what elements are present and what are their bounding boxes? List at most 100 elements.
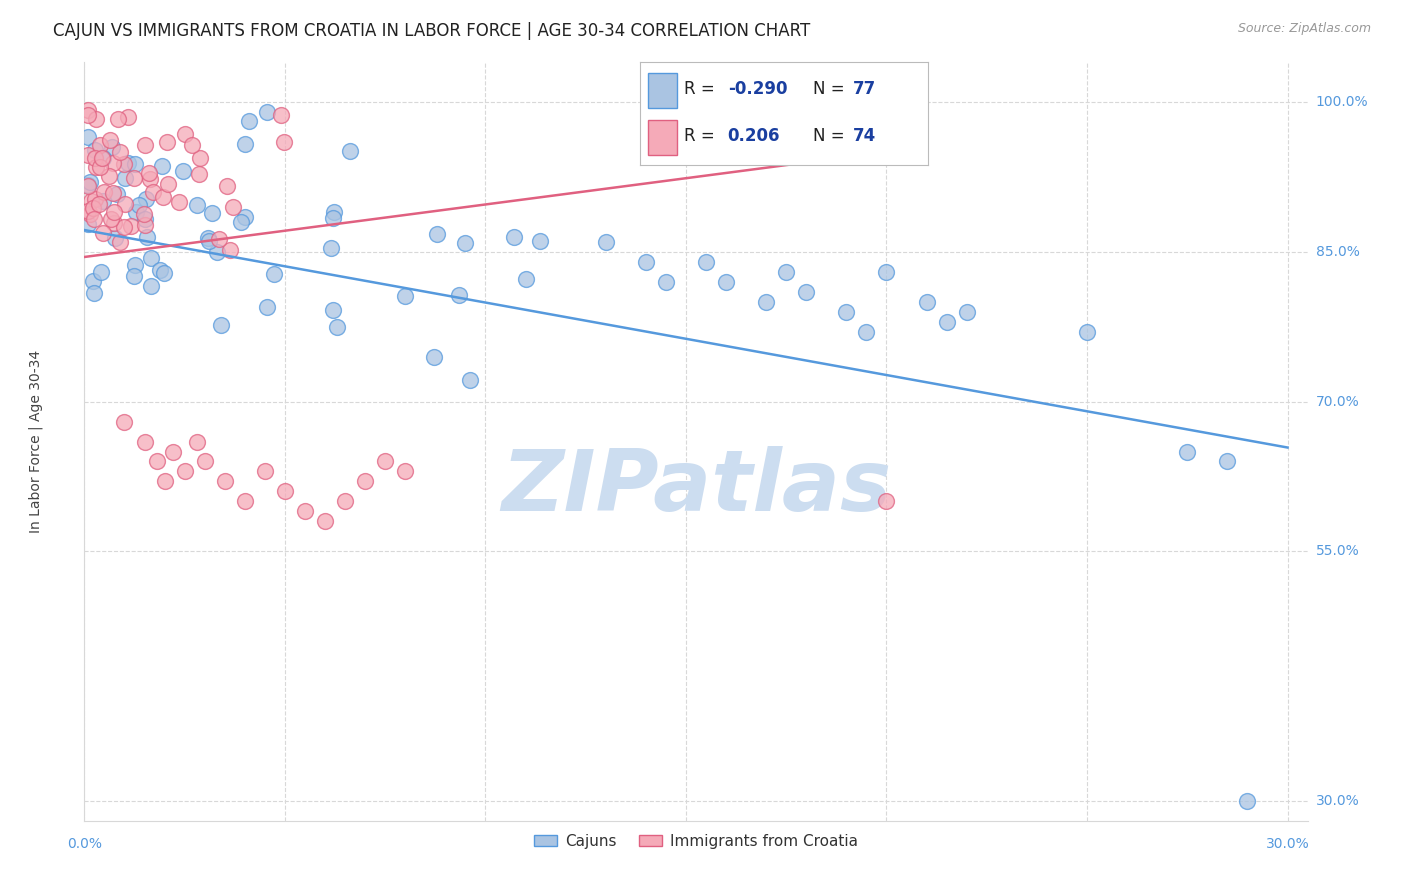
Point [172, 164, 194, 178]
Point [125, 204, 148, 219]
Text: 55.0%: 55.0% [1316, 544, 1360, 558]
Point [314, 514, 336, 528]
Text: 74: 74 [853, 128, 876, 145]
Text: 0.206: 0.206 [728, 128, 780, 145]
Point [270, 108, 292, 122]
Point [167, 195, 190, 210]
Point [222, 200, 245, 214]
Point [132, 207, 155, 221]
Point [755, 294, 778, 309]
Point [100, 133, 122, 147]
Point [117, 156, 139, 170]
Point [333, 494, 356, 508]
Text: ZIPatlas: ZIPatlas [501, 445, 891, 529]
Point [83, 286, 105, 301]
Point [458, 373, 481, 387]
Point [152, 190, 174, 204]
Point [794, 285, 817, 299]
Point [426, 227, 449, 241]
Point [529, 234, 551, 248]
Point [187, 167, 209, 181]
Point [107, 112, 129, 126]
Point [173, 465, 195, 479]
Point [93, 186, 115, 200]
Point [956, 305, 979, 319]
Point [273, 135, 295, 149]
Point [855, 325, 877, 339]
Text: R =: R = [685, 128, 725, 145]
Text: 85.0%: 85.0% [1316, 245, 1360, 259]
Point [103, 215, 125, 229]
Point [1216, 454, 1239, 468]
Point [84, 143, 107, 157]
Point [114, 171, 136, 186]
Point [339, 144, 361, 158]
Text: CAJUN VS IMMIGRANTS FROM CROATIA IN LABOR FORCE | AGE 30-34 CORRELATION CHART: CAJUN VS IMMIGRANTS FROM CROATIA IN LABO… [53, 22, 811, 40]
Point [233, 494, 256, 508]
Point [503, 230, 526, 244]
Point [695, 255, 717, 269]
Point [214, 475, 236, 489]
Point [634, 255, 657, 269]
Point [117, 110, 139, 124]
Point [198, 234, 221, 248]
Point [835, 305, 858, 319]
Point [91, 151, 114, 165]
Point [256, 300, 278, 314]
Point [77, 148, 100, 162]
Point [174, 127, 197, 141]
Point [108, 145, 131, 159]
Point [77, 129, 100, 144]
Point [84, 112, 107, 126]
Point [156, 136, 179, 150]
Point [83, 151, 105, 165]
Point [124, 258, 146, 272]
Point [323, 205, 346, 219]
Point [274, 484, 297, 499]
Text: 100.0%: 100.0% [1316, 95, 1368, 110]
Point [294, 504, 316, 518]
Point [374, 454, 396, 468]
Point [194, 454, 217, 468]
Point [153, 475, 176, 489]
Point [515, 271, 537, 285]
Point [138, 166, 160, 180]
Point [114, 415, 136, 429]
Point [1076, 325, 1098, 339]
Point [322, 211, 344, 226]
Point [134, 218, 156, 232]
Text: 70.0%: 70.0% [1316, 394, 1360, 409]
Text: 0.0%: 0.0% [67, 838, 101, 851]
Point [135, 192, 157, 206]
Point [322, 303, 344, 318]
Point [219, 243, 242, 257]
Point [108, 235, 131, 249]
Point [91, 152, 114, 166]
Point [79, 175, 101, 189]
Point [77, 103, 100, 118]
Point [915, 294, 938, 309]
Point [122, 269, 145, 284]
Point [145, 454, 167, 468]
Point [90, 265, 112, 279]
Point [89, 197, 111, 211]
Point [101, 140, 124, 154]
Point [89, 138, 111, 153]
Point [197, 231, 219, 245]
Point [207, 244, 229, 259]
Point [84, 160, 107, 174]
Point [423, 350, 446, 364]
Point [136, 229, 159, 244]
Point [112, 220, 135, 235]
Point [101, 186, 124, 200]
Point [186, 434, 208, 449]
Point [139, 172, 162, 186]
Point [124, 157, 146, 171]
Point [157, 177, 180, 191]
Point [124, 171, 146, 186]
Text: N =: N = [813, 80, 849, 98]
Point [714, 275, 737, 289]
Bar [648, 73, 678, 108]
Point [875, 494, 897, 508]
Point [134, 434, 156, 449]
